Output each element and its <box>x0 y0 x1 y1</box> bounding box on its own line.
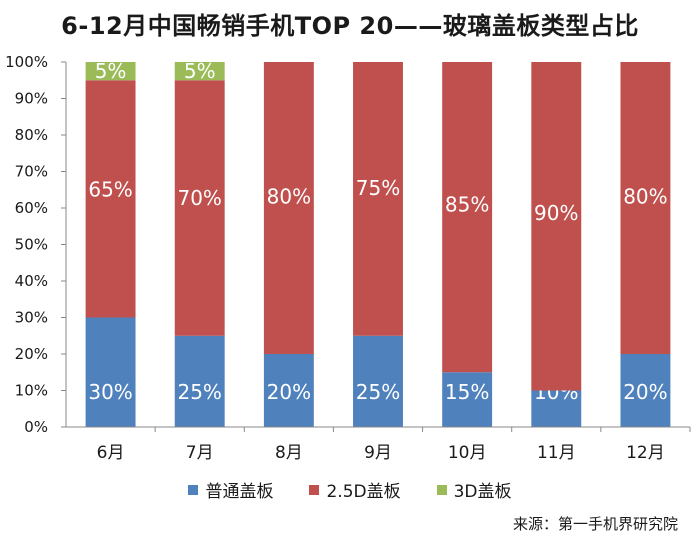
bar-segment <box>531 62 582 391</box>
legend-label: 2.5D盖板 <box>326 482 401 502</box>
legend-swatch <box>309 484 320 495</box>
legend-label: 3D盖板 <box>453 482 512 502</box>
bar-segment <box>442 62 493 373</box>
x-tick-label: 11月 <box>537 443 576 463</box>
y-tick-label: 50% <box>15 236 48 254</box>
data-label: 25% <box>356 380 400 404</box>
bar-segment <box>85 317 136 427</box>
x-tick-label: 7月 <box>186 443 214 463</box>
legend: 普通盖板 2.5D盖板 3D盖板 <box>0 477 700 502</box>
data-label: 85% <box>445 193 489 217</box>
data-label: 80% <box>623 184 667 208</box>
data-label: 65% <box>88 177 132 201</box>
bar-segment <box>353 335 403 427</box>
data-label: 70% <box>177 186 221 210</box>
y-tick-label: 30% <box>15 309 48 327</box>
x-tick-label: 8月 <box>275 443 303 463</box>
y-tick-label: 70% <box>15 163 48 181</box>
y-tick-label: 90% <box>15 90 48 108</box>
data-label: 30% <box>88 380 132 404</box>
data-label: 15% <box>445 380 489 404</box>
bars: 30%65%5%25%70%5%20%80%25%75%15%85%10%90%… <box>85 59 671 427</box>
bar-segment <box>531 390 582 427</box>
bar-segment <box>85 62 136 81</box>
bar-segment <box>353 62 403 336</box>
data-label: 80% <box>267 184 311 208</box>
y-tick-label: 80% <box>15 126 48 144</box>
source-note: 来源：第一手机界研究院 <box>512 515 678 533</box>
bar-segment <box>174 80 225 336</box>
legend-label: 普通盖板 <box>205 482 274 502</box>
y-tick-label: 20% <box>15 345 48 363</box>
bar-segment <box>263 62 314 354</box>
legend-item: 2.5D盖板 <box>309 477 401 502</box>
bar-segment <box>620 62 671 354</box>
bar-segment <box>442 372 493 427</box>
data-label: 25% <box>177 380 221 404</box>
x-axis: 6月 7月 8月 9月 10月 11月 12月 <box>66 426 691 463</box>
chart-title: 6-12月中国畅销手机TOP 20——玻璃盖板类型占比 <box>61 12 639 40</box>
x-tick-label: 6月 <box>97 443 125 463</box>
bar-segment <box>174 62 225 81</box>
data-label: 20% <box>623 380 667 404</box>
y-tick-label: 40% <box>15 272 48 290</box>
x-tick-label: 9月 <box>364 443 392 463</box>
y-tick-label: 10% <box>15 382 48 400</box>
data-label: 5% <box>95 59 127 83</box>
x-tick-label: 10月 <box>448 443 487 463</box>
y-tick-label: 0% <box>24 418 48 436</box>
legend-item: 3D盖板 <box>436 477 512 502</box>
legend-swatch <box>436 484 447 495</box>
data-label: 5% <box>184 59 216 83</box>
bar-segment <box>174 335 225 427</box>
bar-segment <box>620 354 671 427</box>
legend-swatch <box>188 484 199 495</box>
legend-item: 普通盖板 <box>188 477 273 502</box>
data-label: 20% <box>267 380 311 404</box>
data-label: 90% <box>534 201 578 225</box>
y-tick-label: 60% <box>15 199 48 217</box>
x-tick-label: 12月 <box>626 443 665 463</box>
y-axis: 0% 10% 20% 30% 40% 50% 60% 70% 80% 90% 100% <box>5 53 67 436</box>
bar-segment <box>263 354 314 427</box>
bar-segment <box>85 80 136 318</box>
y-tick-label: 100% <box>5 53 48 71</box>
data-label: 75% <box>356 176 400 200</box>
